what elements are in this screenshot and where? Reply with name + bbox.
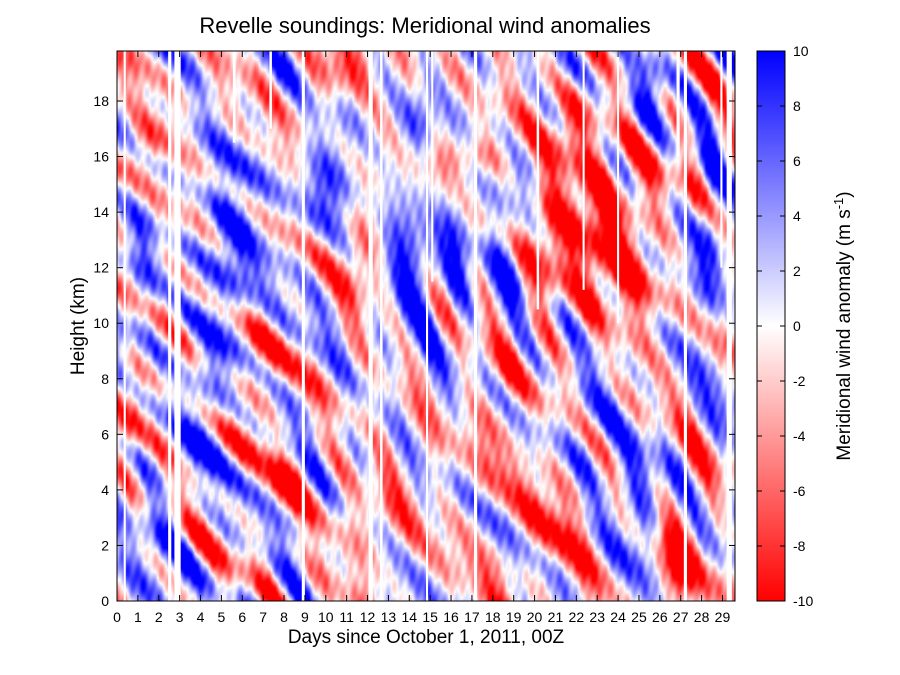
y-tick-label: 6 [101, 426, 109, 442]
x-tick-label: 21 [548, 609, 564, 625]
colorbar-tick-label: 4 [793, 208, 801, 224]
data-gap-partial [720, 51, 723, 268]
plot-frame [116, 50, 736, 602]
x-tick-label: 17 [464, 609, 480, 625]
data-gap [380, 51, 383, 601]
data-gap [474, 51, 478, 601]
y-tick-label: 18 [93, 93, 109, 109]
colorbar-tick-label: -10 [793, 593, 813, 609]
x-tick-label: 23 [589, 609, 605, 625]
colorbar-tick-label: -6 [793, 483, 806, 499]
x-tick-label: 2 [155, 609, 163, 625]
data-gap [726, 51, 732, 601]
x-tick-label: 14 [402, 609, 418, 625]
y-tick-label: 12 [93, 260, 109, 276]
y-tick-label: 14 [93, 204, 109, 220]
x-tick-label: 15 [422, 609, 438, 625]
data-gap-partial [431, 51, 434, 282]
data-gap-partial [617, 51, 620, 324]
x-tick-label: 4 [197, 609, 205, 625]
x-tick-label: 1 [134, 609, 142, 625]
x-axis: 0 1 2 3 4 5 6 7 8 9 10 11 12 13 14 15 16 17 18 19 20 21 22 23 24… [113, 51, 730, 625]
data-gap [683, 51, 687, 601]
colorbar-tick-label: -4 [793, 428, 806, 444]
missing-data-gaps [123, 51, 732, 601]
y-tick-label: 10 [93, 315, 109, 331]
data-gap-partial [536, 51, 540, 310]
y-tick-label: 2 [101, 537, 109, 553]
x-tick-label: 0 [113, 609, 121, 625]
data-gap [168, 51, 172, 601]
data-gap [174, 51, 181, 601]
x-tick-label: 10 [318, 609, 334, 625]
x-tick-label: 9 [301, 609, 309, 625]
data-gap [301, 51, 305, 601]
data-gap [123, 51, 126, 601]
colorbar: 10 8 6 4 2 0 -2 -4 -6 -8 -10 Meridional wind anoma… [756, 43, 856, 609]
colorbar-ticks: 10 8 6 4 2 0 -2 -4 -6 -8 -10 [757, 43, 813, 609]
data-gap-partial [269, 51, 272, 129]
x-tick-label: 22 [569, 609, 585, 625]
y-axis-label: Height (km) [68, 277, 89, 375]
x-tick-label: 6 [238, 609, 246, 625]
x-tick-label: 20 [527, 609, 543, 625]
x-tick-label: 26 [652, 609, 668, 625]
x-tick-label: 28 [694, 609, 710, 625]
plot-area: 0 1 2 3 4 5 6 7 8 9 10 11 12 13 14 15 16 17 18 19 20 21 22 23 24… [93, 50, 736, 625]
colorbar-tick-label: 0 [793, 318, 801, 334]
colorbar-tick-label: -8 [793, 538, 806, 554]
x-tick-label: 3 [176, 609, 184, 625]
data-gap-partial [232, 51, 236, 143]
y-tick-label: 4 [101, 482, 109, 498]
x-axis-label: Days since October 1, 2011, 00Z [288, 627, 565, 648]
data-gap-partial [582, 51, 585, 290]
colorbar-label: Meridional wind anomaly (m s-1) [831, 191, 856, 460]
x-tick-label: 7 [259, 609, 267, 625]
colorbar-tick-label: -2 [793, 373, 806, 389]
x-tick-label: 27 [673, 609, 689, 625]
data-gap-partial [676, 51, 680, 157]
y-tick-label: 8 [101, 371, 109, 387]
x-tick-label: 24 [610, 609, 626, 625]
colorbar-tick-label: 8 [793, 98, 801, 114]
y-tick-label: 16 [93, 149, 109, 165]
colorbar-tick-label: 10 [793, 43, 809, 59]
colorbar-tick-label: 6 [793, 153, 801, 169]
data-gap [368, 51, 373, 601]
y-axis: 0 2 4 6 8 10 12 14 16 18 [93, 93, 735, 609]
x-tick-label: 19 [506, 609, 522, 625]
chart-title: Revelle soundings: Meridional wind anoma… [199, 13, 650, 38]
x-tick-label: 29 [715, 609, 731, 625]
x-tick-label: 8 [280, 609, 288, 625]
y-tick-label: 0 [101, 593, 109, 609]
colorbar-tick-label: 2 [793, 263, 801, 279]
x-tick-label: 13 [381, 609, 397, 625]
x-tick-label: 16 [443, 609, 459, 625]
x-tick-label: 25 [631, 609, 647, 625]
x-tick-label: 12 [360, 609, 376, 625]
x-tick-label: 18 [485, 609, 501, 625]
x-tick-label: 11 [339, 609, 354, 625]
x-tick-label: 5 [217, 609, 225, 625]
data-gap [426, 51, 429, 601]
